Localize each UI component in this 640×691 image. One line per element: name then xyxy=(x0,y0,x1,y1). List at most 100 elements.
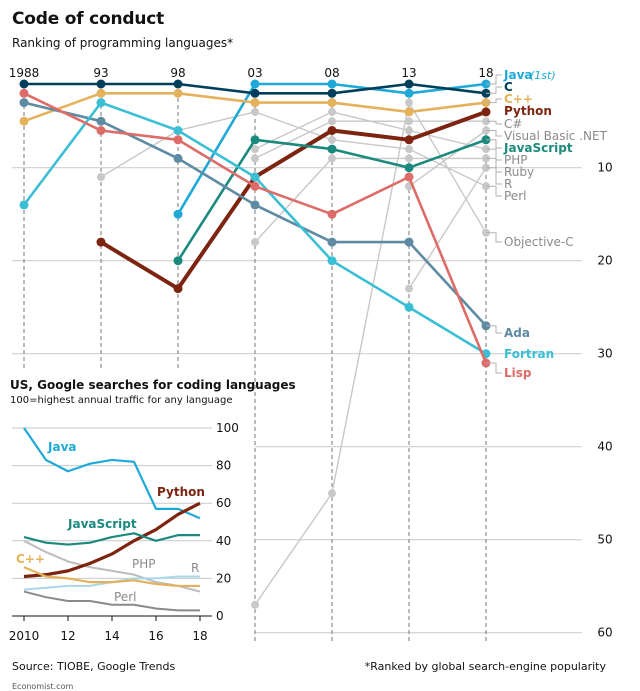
inset-line-perl xyxy=(23,590,200,612)
data-point xyxy=(328,135,336,144)
data-point xyxy=(404,302,414,312)
data-point xyxy=(250,135,260,145)
data-point xyxy=(250,98,260,108)
data-point xyxy=(19,200,29,210)
data-point xyxy=(327,126,337,135)
data-point xyxy=(173,135,183,145)
source-note: Source: TIOBE, Google Trends xyxy=(12,660,176,673)
data-point xyxy=(405,284,413,293)
x-tick-label: 18 xyxy=(478,66,493,80)
data-point xyxy=(328,107,336,116)
data-point xyxy=(327,79,337,89)
series-label: Perl xyxy=(504,189,526,203)
label-leader xyxy=(486,74,502,85)
data-point xyxy=(327,88,337,98)
inset-line-php xyxy=(23,539,201,593)
inset-series-label: JavaScript xyxy=(67,517,137,531)
series-label: Fortran xyxy=(504,347,554,361)
x-tick-label: 1988 xyxy=(9,66,40,80)
data-point xyxy=(481,107,491,117)
series-label: R xyxy=(504,177,512,191)
series-line-r xyxy=(408,167,487,289)
x-tick-label: 08 xyxy=(324,66,339,80)
data-point xyxy=(405,98,413,107)
data-point xyxy=(251,154,259,163)
data-point xyxy=(327,98,337,108)
series-label: C# xyxy=(504,117,522,131)
data-point xyxy=(404,107,414,117)
data-point xyxy=(173,284,183,294)
data-point xyxy=(405,145,413,154)
inset-line-c- xyxy=(23,566,200,588)
label-leader xyxy=(486,130,502,137)
inset-y-tick-label: 60 xyxy=(216,496,231,510)
y-tick-label: 60 xyxy=(597,626,612,640)
data-point xyxy=(19,98,29,108)
series-line-python xyxy=(99,110,487,291)
data-point xyxy=(327,237,337,247)
inset-line-python xyxy=(23,501,201,579)
data-point xyxy=(173,209,183,219)
chart-subtitle: Ranking of programming languages* xyxy=(12,36,234,50)
data-point xyxy=(250,181,260,191)
label-leader xyxy=(486,325,502,334)
inset-x-tick-label: 14 xyxy=(104,629,119,643)
inset-x-tick-label: 12 xyxy=(60,629,75,643)
data-point xyxy=(404,79,414,89)
inset-x-tick-label: 18 xyxy=(192,629,207,643)
inset-y-tick-label: 100 xyxy=(216,421,239,435)
series-line-php xyxy=(254,111,487,150)
data-point xyxy=(327,144,337,154)
footnote: *Ranked by global search-engine populari… xyxy=(364,660,606,673)
series-label: JavaScript xyxy=(503,141,573,155)
label-leader xyxy=(486,167,502,185)
inset-y-tick-label: 0 xyxy=(216,609,224,623)
inset-y-tick-label: 80 xyxy=(216,459,231,473)
data-point xyxy=(96,237,106,247)
series-label: Ada xyxy=(504,326,530,340)
x-tick-label: 13 xyxy=(401,66,416,80)
credit: Economist.com xyxy=(12,682,74,691)
label-leader xyxy=(486,185,502,197)
inset-series-label: Java xyxy=(47,440,76,454)
label-leader xyxy=(486,232,502,243)
data-point xyxy=(328,117,336,126)
data-point xyxy=(328,489,336,498)
series-label: Objective-C xyxy=(504,235,574,249)
data-point xyxy=(404,88,414,98)
data-point xyxy=(97,173,105,181)
data-point xyxy=(250,172,260,182)
series-label: PHP xyxy=(504,153,528,167)
y-tick-label: 50 xyxy=(597,533,612,547)
data-point xyxy=(251,145,259,154)
data-point xyxy=(173,256,183,266)
data-point xyxy=(405,154,413,163)
data-point xyxy=(404,237,414,247)
y-tick-label: 30 xyxy=(597,347,612,361)
data-point xyxy=(173,126,183,135)
label-leader xyxy=(486,148,502,161)
data-point xyxy=(250,88,260,98)
data-point xyxy=(405,126,413,135)
data-point xyxy=(96,116,106,126)
data-point xyxy=(251,600,259,609)
series-line-objective-c xyxy=(254,101,487,606)
label-leader xyxy=(486,157,502,173)
inset-title: US, Google searches for coding languages xyxy=(10,378,296,392)
data-point xyxy=(96,126,106,135)
label-leader xyxy=(486,139,502,149)
series-label: Java xyxy=(503,68,532,82)
inset-x-tick-label: 16 xyxy=(148,629,163,643)
x-tick-label: 03 xyxy=(247,66,262,80)
y-tick-label: 20 xyxy=(597,254,612,268)
data-point xyxy=(96,98,106,108)
data-point xyxy=(250,200,260,210)
data-point xyxy=(96,79,106,89)
series-label: C++ xyxy=(504,92,533,106)
data-point xyxy=(251,238,259,247)
series-label: Ruby xyxy=(504,165,534,179)
label-leader xyxy=(486,362,502,374)
chart-title: Code of conduct xyxy=(12,9,165,29)
data-point xyxy=(404,135,414,145)
